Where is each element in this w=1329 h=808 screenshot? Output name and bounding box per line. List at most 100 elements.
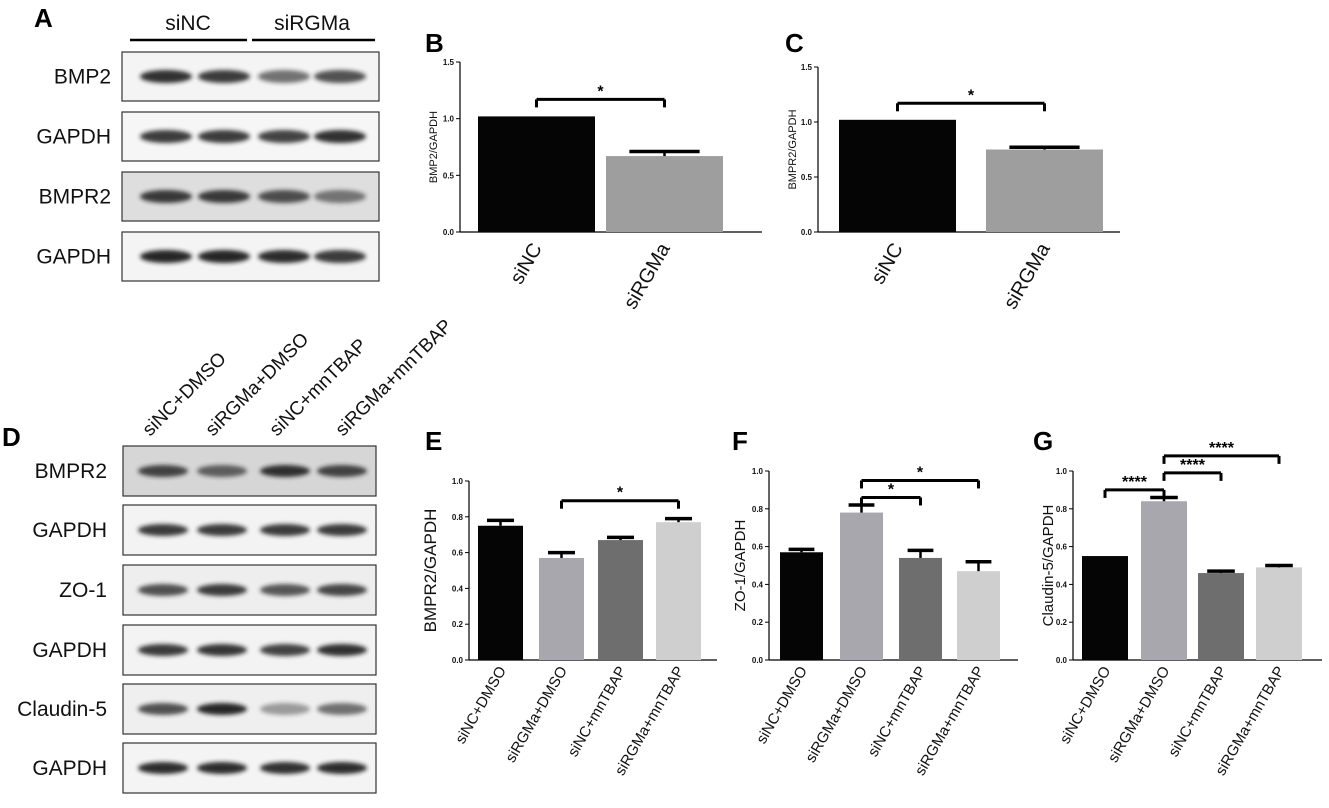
y-axis-label: BMP2/GAPDH: [428, 111, 440, 183]
blot-band: [138, 465, 188, 477]
significance-label: *: [597, 83, 604, 100]
bar: [478, 116, 595, 232]
blot-band: [140, 190, 192, 203]
y-tick-label: 0.6: [452, 549, 464, 558]
blot-band: [317, 762, 367, 774]
y-tick-label: 0.0: [443, 228, 455, 237]
blot-band: [314, 130, 366, 143]
x-category-label: siNC+DMSO: [452, 664, 510, 747]
y-tick-label: 1.0: [801, 118, 813, 127]
blot-band: [258, 190, 310, 203]
y-tick-label: 0.8: [752, 505, 764, 514]
y-tick-label: 0.4: [1056, 580, 1068, 589]
y-tick-label: 0.8: [452, 513, 464, 522]
bar: [840, 512, 883, 660]
x-category-label: siRGMa+DMSO: [502, 664, 571, 766]
blot-band: [140, 130, 192, 143]
significance-label: *: [888, 481, 895, 498]
blot-band: [317, 465, 367, 477]
blot-band: [197, 703, 247, 715]
blot-band: [197, 762, 247, 774]
x-category-label: siNC: [867, 240, 908, 289]
bar: [986, 149, 1103, 232]
y-tick-label: 0.0: [452, 656, 464, 665]
x-category-label: siNC: [506, 240, 547, 289]
blot-band: [260, 584, 310, 596]
blot-row-label: GAPDH: [36, 126, 111, 149]
blot-band: [138, 762, 188, 774]
y-tick-label: 1.5: [801, 63, 813, 72]
blot-band: [260, 524, 310, 536]
x-category-label: siNC+mnTBAP: [865, 664, 930, 760]
y-tick-label: 0.2: [452, 620, 464, 629]
blot-row-label: GAPDH: [32, 757, 107, 780]
bar: [1198, 573, 1244, 660]
y-tick-label: 1.0: [443, 115, 455, 124]
bar: [1082, 556, 1128, 660]
significance-label: *: [617, 485, 624, 502]
blot-row-label: BMPR2: [39, 186, 111, 209]
blot-row-label: BMP2: [54, 66, 111, 89]
blot-band: [258, 250, 310, 263]
y-tick-label: 0.4: [452, 584, 464, 593]
blot-band: [258, 70, 310, 83]
y-axis-label: ZO-1/GAPDH: [732, 520, 749, 612]
y-tick-label: 0.0: [752, 656, 764, 665]
bar-chart-e: 0.00.20.40.60.81.0BMPR2/GAPDHsiNC+DMSOsi…: [421, 477, 717, 778]
y-tick-label: 0.5: [443, 171, 455, 180]
panel-letter-b: B: [425, 28, 444, 58]
y-tick-label: 1.0: [452, 477, 464, 486]
blot-band: [317, 644, 367, 656]
y-tick-label: 0.0: [801, 228, 813, 237]
panel-letter-d: D: [2, 422, 21, 452]
blot-band: [198, 250, 250, 263]
blot-band: [197, 465, 247, 477]
blot-band: [138, 584, 188, 596]
panel-letter-a: A: [34, 3, 53, 33]
x-category-label: siRGMa: [620, 239, 676, 313]
blot-band: [140, 70, 192, 83]
blot-band: [197, 524, 247, 536]
blot-band: [198, 70, 250, 83]
y-tick-label: 0.0: [1056, 656, 1068, 665]
significance-label: *: [968, 87, 975, 104]
bar: [957, 571, 1000, 660]
bar: [478, 525, 523, 660]
blot-band: [197, 584, 247, 596]
blot-row-label: GAPDH: [32, 639, 107, 662]
bar-chart-f: 0.0 0.2 0.4 0.6 0.8 1.0 ZO-1/GAPDH siNC+DMSOsiR…: [732, 464, 1018, 778]
blot-band: [138, 703, 188, 715]
significance-label: ****: [1209, 440, 1235, 457]
blot-row-label: Claudin-5: [17, 698, 107, 721]
y-axis-label: BMPR2/GAPDH: [787, 109, 799, 189]
blot-band: [314, 250, 366, 263]
y-tick-label: 0.8: [1056, 505, 1068, 514]
x-category-label: siNC+DMSO: [753, 664, 811, 747]
panel-letter-c: C: [785, 28, 804, 58]
bar: [539, 557, 584, 660]
bar: [598, 540, 643, 660]
y-tick-label: 1.0: [752, 467, 764, 476]
bar-chart-g: 0.0 0.2 0.4 0.6 0.8 1.0 Claudin-5/GAPDH siNC+DM…: [1040, 440, 1322, 778]
blot-band: [260, 703, 310, 715]
blot-band: [317, 584, 367, 596]
blot-band: [197, 644, 247, 656]
bar-chart-c: 0.0 0.5 1.0 1.5 BMPR2/GAPDH siNC siRGMa *: [787, 63, 1120, 313]
y-tick-label: 1.0: [1056, 467, 1068, 476]
bar: [1141, 501, 1187, 660]
blot-band: [138, 524, 188, 536]
y-tick-label: 0.5: [801, 173, 813, 182]
x-category-label: siRGMa+DMSO: [1105, 664, 1174, 766]
blot-lane-label: siRGMa+mnTBAP: [332, 316, 457, 441]
blot-a-group-label: siNC: [165, 12, 211, 35]
blot-a-group-label: siRGMa: [274, 12, 350, 35]
blot-band: [260, 465, 310, 477]
blot-band: [198, 130, 250, 143]
y-tick-label: 1.5: [443, 58, 455, 67]
significance-label: ****: [1180, 457, 1206, 474]
y-tick-label: 0.6: [1056, 543, 1068, 552]
bar: [656, 522, 701, 660]
y-tick-label: 0.6: [752, 543, 764, 552]
y-tick-label: 0.2: [752, 618, 764, 627]
